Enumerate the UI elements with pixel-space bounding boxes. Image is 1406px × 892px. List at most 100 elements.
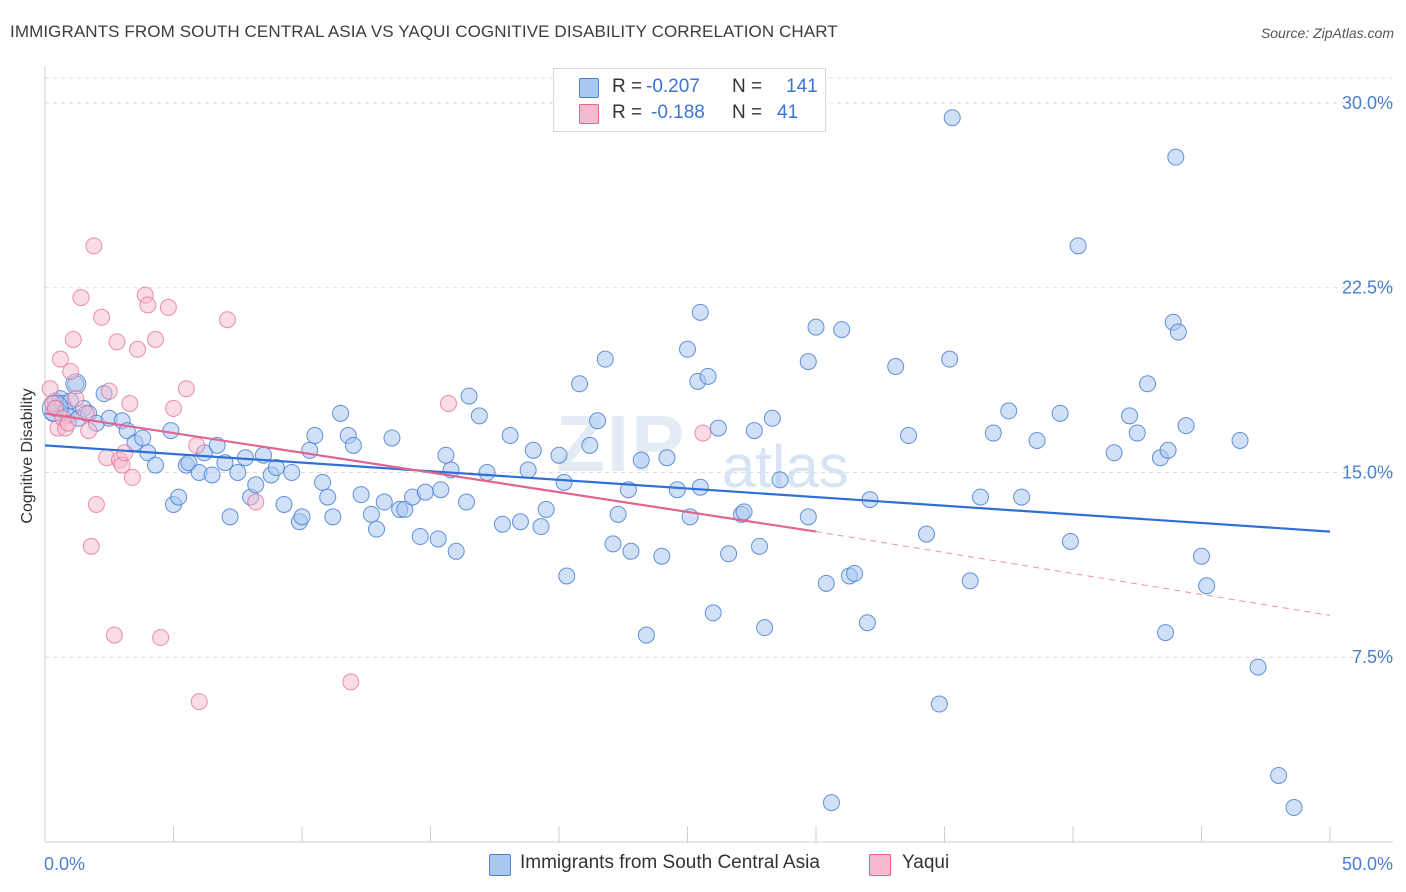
data-point-pink — [177, 380, 195, 398]
data-point-blue — [524, 441, 542, 459]
data-point-blue — [699, 367, 717, 385]
data-point-blue — [537, 500, 555, 518]
data-point-blue — [221, 508, 239, 526]
data-point-blue — [807, 318, 825, 336]
data-point-blue — [941, 350, 959, 368]
data-point-blue — [362, 505, 380, 523]
legend-r-label: R = — [612, 102, 643, 123]
data-point-blue — [1128, 424, 1146, 442]
data-point-blue — [756, 619, 774, 637]
data-point-pink — [152, 629, 170, 647]
data-point-blue — [609, 505, 627, 523]
data-point-blue — [720, 545, 738, 563]
data-point-blue — [1285, 799, 1303, 817]
data-point-blue — [745, 422, 763, 440]
data-point-pink — [82, 537, 100, 555]
data-point-blue — [1157, 624, 1175, 642]
data-point-blue — [750, 537, 768, 555]
data-point-blue — [275, 496, 293, 514]
data-point-pink — [41, 380, 59, 398]
data-point-blue — [411, 528, 429, 546]
data-point-blue — [501, 427, 519, 445]
data-point-blue — [637, 626, 655, 644]
data-point-blue — [306, 427, 324, 445]
data-point-blue — [352, 486, 370, 504]
data-point-blue — [478, 463, 496, 481]
data-point-pink — [247, 493, 265, 511]
data-point-blue — [668, 481, 686, 499]
data-point-pink — [87, 496, 105, 514]
data-point-blue — [763, 409, 781, 427]
data-point-pink — [85, 237, 103, 255]
data-point-blue — [930, 695, 948, 713]
data-point-blue — [1193, 547, 1210, 565]
data-point-blue — [555, 473, 573, 491]
data-point-pink — [51, 350, 69, 368]
data-point-blue — [1139, 375, 1157, 393]
data-point-blue — [771, 471, 789, 489]
data-point-pink — [342, 673, 360, 691]
data-point-blue — [368, 520, 386, 538]
series-legend: Immigrants from South Central Asia Yaqui — [0, 852, 1406, 878]
legend-label-yaqui: Yaqui — [902, 852, 950, 873]
chart-title: IMMIGRANTS FROM SOUTH CENTRAL ASIA VS YA… — [10, 22, 838, 41]
grid-lines — [45, 77, 1393, 658]
data-point-blue — [283, 463, 301, 481]
legend-swatch-blue — [579, 78, 599, 98]
data-point-blue — [429, 530, 447, 548]
data-point-blue — [971, 488, 989, 506]
watermark-atlas: atlas — [722, 433, 849, 500]
data-point-blue — [822, 794, 840, 812]
data-point-blue — [558, 567, 576, 585]
data-point-blue — [943, 109, 961, 127]
data-point-blue — [162, 422, 180, 440]
data-point-blue — [324, 508, 342, 526]
data-point-blue — [344, 436, 362, 454]
data-point-blue — [1061, 532, 1079, 550]
data-point-blue — [1231, 431, 1249, 449]
data-point-blue — [457, 493, 475, 511]
data-point-blue — [632, 451, 650, 469]
data-point-blue — [1051, 404, 1069, 422]
data-point-blue — [691, 478, 709, 496]
data-point-blue — [493, 515, 511, 533]
data-point-blue — [596, 350, 614, 368]
data-point-blue — [858, 614, 876, 632]
data-point-pink — [59, 414, 77, 432]
data-point-blue — [887, 358, 905, 376]
data-point-blue — [1177, 417, 1195, 435]
data-point-blue — [293, 508, 311, 526]
data-point-blue — [247, 476, 265, 494]
data-point-blue — [709, 419, 727, 437]
y-tick-label: 15.0% — [1342, 462, 1393, 482]
data-point-blue — [460, 387, 478, 405]
data-point-blue — [622, 542, 640, 560]
x-tick-label: 50.0% — [1342, 854, 1393, 874]
y-tick-label: 22.5% — [1342, 278, 1393, 298]
legend-row-pink: R = -0.188 N = 41 — [554, 101, 825, 127]
legend-r-label: R = — [612, 76, 643, 97]
data-point-pink — [72, 289, 90, 307]
data-point-blue — [735, 503, 753, 521]
data-point-blue — [396, 500, 414, 518]
data-point-blue — [314, 473, 332, 491]
series-pink-points — [41, 237, 712, 711]
data-point-pink — [129, 340, 147, 358]
data-point-blue — [1013, 488, 1031, 506]
data-point-blue — [589, 412, 607, 430]
data-point-blue — [604, 535, 622, 553]
data-point-blue — [532, 518, 550, 536]
y-tick-label: 30.0% — [1342, 93, 1393, 113]
data-point-blue — [319, 488, 337, 506]
data-point-pink — [108, 333, 126, 351]
data-point-blue — [437, 446, 455, 464]
data-point-blue — [519, 461, 537, 479]
data-point-pink — [190, 693, 208, 711]
data-point-pink — [165, 399, 182, 417]
data-point-blue — [550, 446, 568, 464]
data-point-pink — [93, 308, 111, 326]
data-point-blue — [1105, 444, 1123, 462]
data-point-blue — [571, 375, 589, 393]
data-point-pink — [147, 330, 165, 348]
data-point-pink — [121, 394, 139, 412]
